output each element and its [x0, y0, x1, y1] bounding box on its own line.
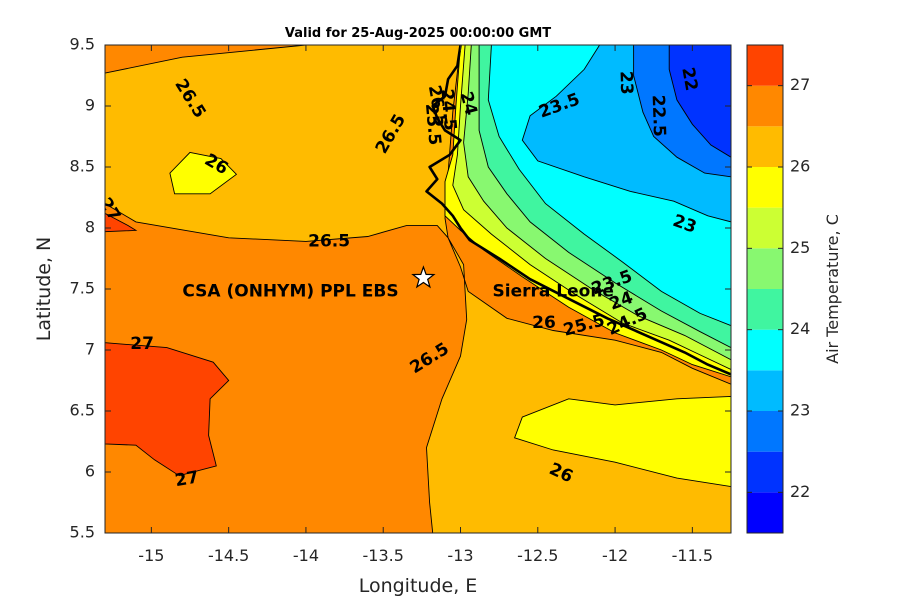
coastline: [425, 45, 731, 376]
x-tick-label: -15: [138, 546, 164, 565]
colorbar-label: Air Temperature, C: [823, 214, 842, 364]
map-title: Valid for 25-Aug-2025 00:00:00 GMT: [285, 26, 551, 41]
temperature-regions: [105, 45, 731, 533]
temperature-region-1: [105, 212, 138, 233]
colorbar-level: [747, 492, 783, 533]
temperature-region-12: [668, 45, 731, 158]
contour-label: 24.5: [436, 88, 460, 132]
y-tick-label: 6.5: [70, 401, 95, 420]
colorbar-tick-label: 24: [790, 319, 810, 338]
colorbar-tick-label: 26: [790, 157, 810, 176]
place-label: CSA (ONHYM) PPL EBS: [182, 281, 398, 301]
x-tick-label: -14: [293, 546, 319, 565]
temperature-region-3: [169, 151, 238, 195]
colorbar-level: [747, 207, 783, 249]
colorbar-tick-label: 22: [790, 482, 810, 501]
colorbar-ticks: 22 23 24 25 26 27: [747, 75, 810, 501]
temperature-region-4: [514, 395, 731, 488]
contour-label: 25.5: [421, 103, 445, 147]
colorbar-level: [747, 126, 783, 167]
colorbar-level: [747, 45, 783, 86]
y-tick-label: 6: [85, 462, 95, 481]
colorbar-level: [747, 329, 783, 371]
y-axis-ticks: 5.5 6 6.5 7 7.5 8 8.5 9 9.5: [70, 35, 731, 542]
contour-label: 23: [615, 71, 636, 95]
contour-label: 26: [532, 313, 556, 333]
colorbar-level: [747, 451, 783, 493]
x-tick-label: -13.5: [363, 546, 404, 565]
y-tick-label: 7: [85, 340, 95, 359]
y-tick-label: 9.5: [70, 35, 95, 54]
x-axis-label: Longitude, E: [359, 575, 478, 597]
colorbar-level: [747, 370, 783, 411]
contour-label: 26.5: [308, 231, 350, 251]
colorbar-level: [747, 289, 783, 330]
place-labels: CSA (ONHYM) PPL EBS Sierra Leone: [182, 265, 614, 301]
temperature-region-0: [105, 342, 230, 477]
y-axis-label: Latitude, N: [33, 237, 55, 342]
colorbar: [747, 45, 783, 533]
contour-label: 22.5: [648, 94, 669, 137]
colorbar-level: [747, 411, 783, 452]
colorbar-tick-label: 27: [790, 75, 810, 94]
colorbar-tick-label: 25: [790, 238, 810, 257]
x-axis-ticks: -15 -14.5 -14 -13.5 -13 -12.5 -12 -11.5: [138, 45, 713, 565]
site-star-icon: [411, 265, 436, 289]
contour-label: 27: [174, 467, 201, 491]
colorbar-frame: [746, 44, 784, 534]
x-tick-label: -13: [447, 546, 473, 565]
x-tick-label: -11.5: [672, 546, 713, 565]
x-tick-label: -12: [602, 546, 628, 565]
y-tick-label: 8: [85, 218, 95, 237]
x-tick-label: -14.5: [208, 546, 249, 565]
coastline-layer: [425, 45, 731, 376]
colorbar-level: [747, 85, 783, 127]
contour-label: 27: [130, 334, 154, 354]
y-tick-label: 5.5: [70, 523, 95, 542]
place-label: Sierra Leone: [493, 281, 614, 301]
colorbar-level: [747, 248, 783, 289]
x-tick-label: -12.5: [517, 546, 558, 565]
colorbar-tick-label: 23: [790, 401, 810, 420]
y-tick-label: 7.5: [70, 279, 95, 298]
colorbar-level: [747, 167, 783, 208]
y-tick-label: 9: [85, 96, 95, 115]
y-tick-label: 8.5: [70, 157, 95, 176]
contour-label: 22: [677, 66, 701, 93]
